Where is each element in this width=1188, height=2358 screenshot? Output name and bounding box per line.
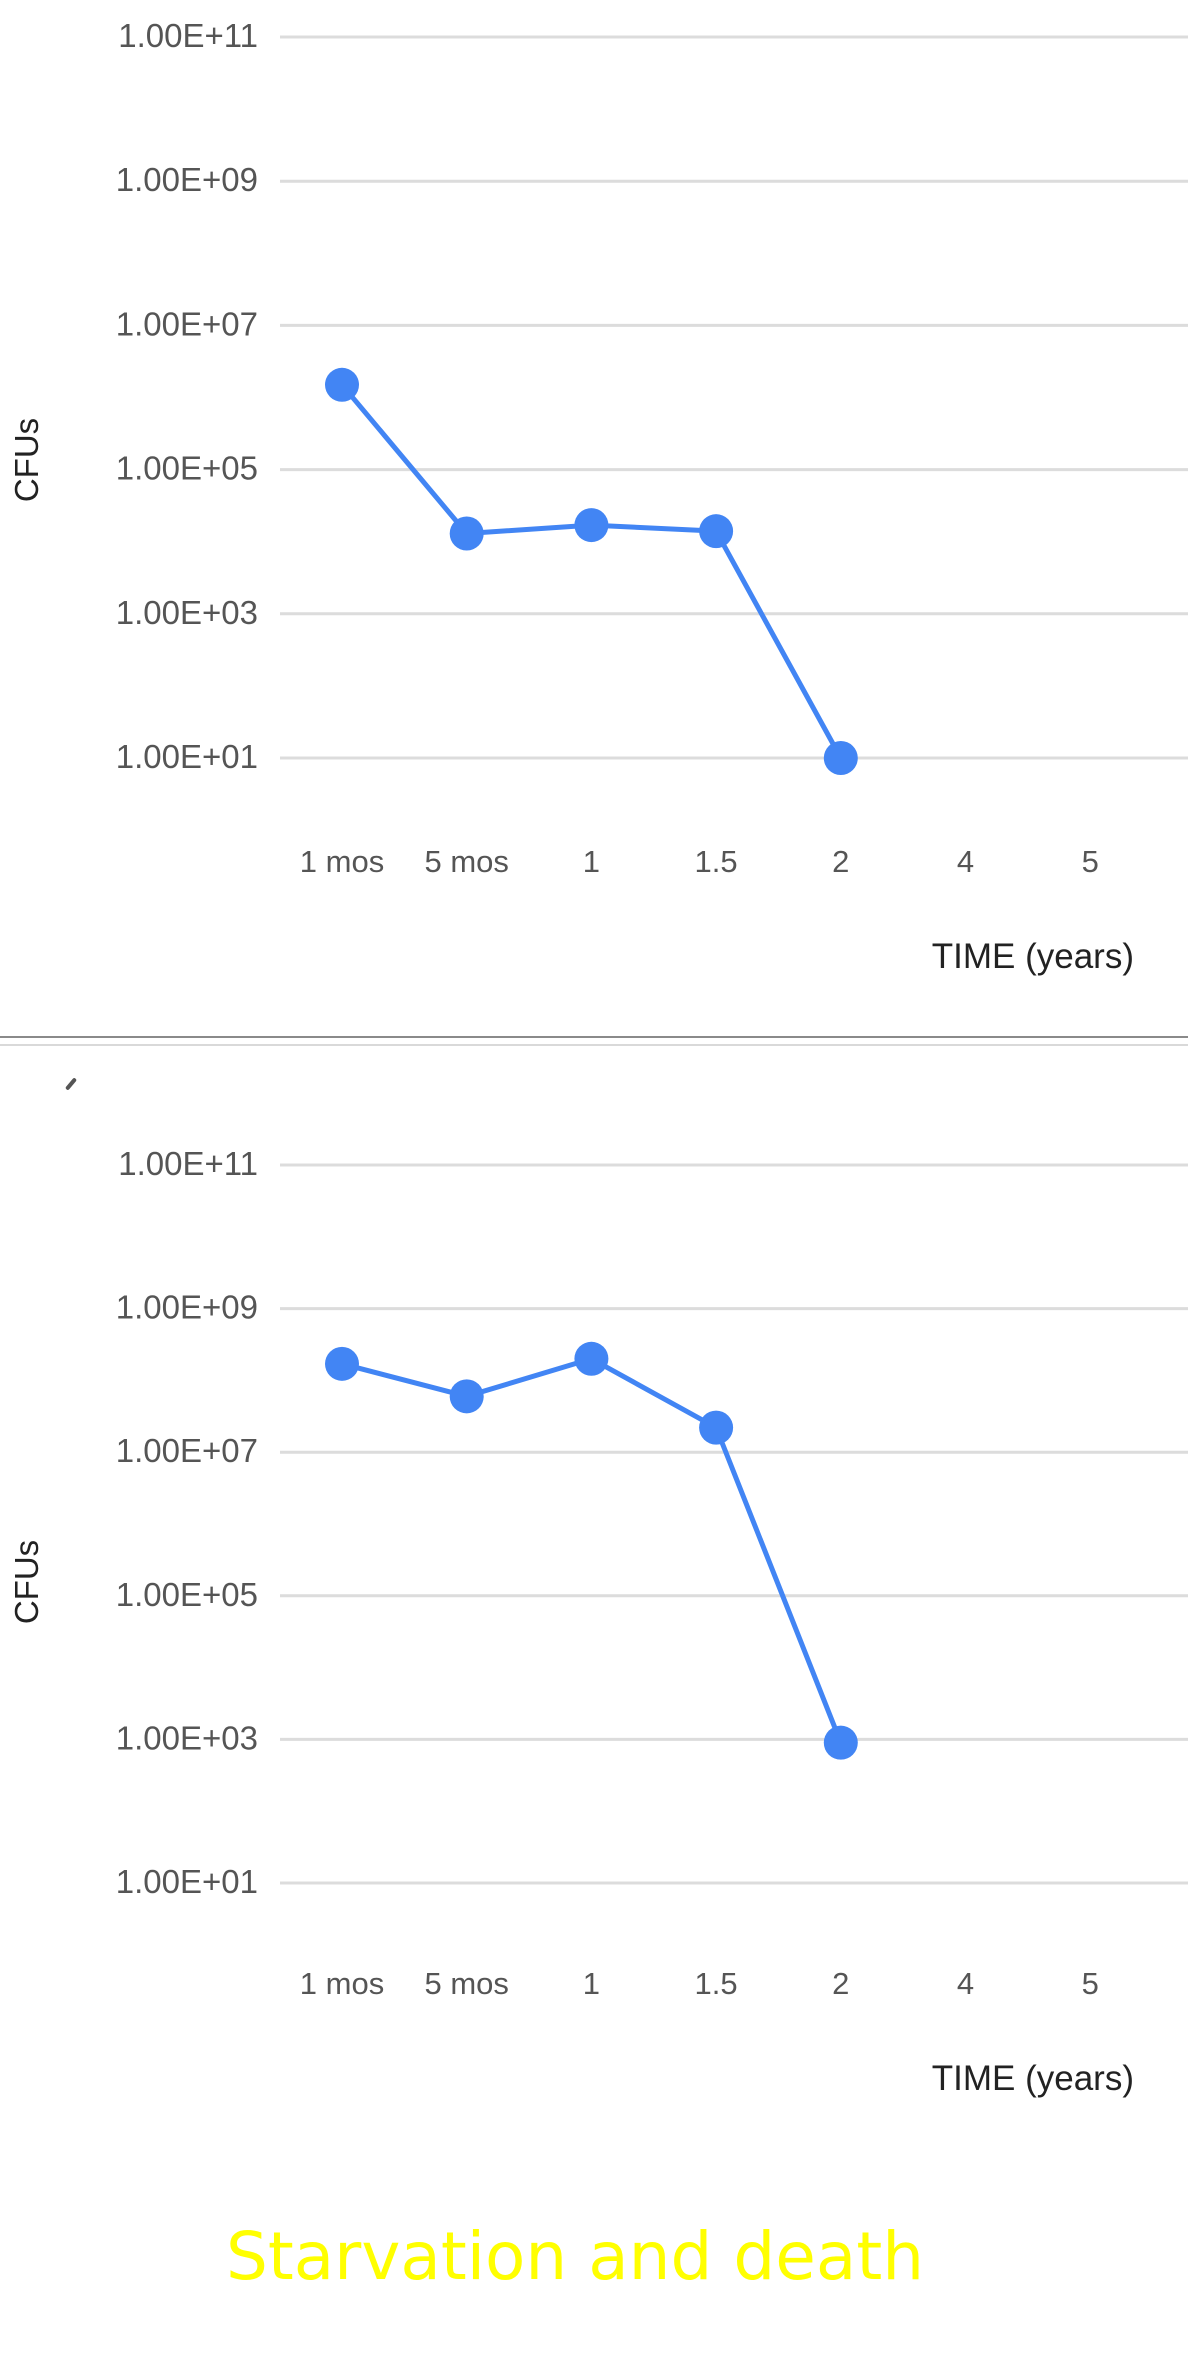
slide-caption: Starvation and death [225,2218,925,2295]
chart-0-y-tick-label: 1.00E+11 [118,17,258,54]
chart-1-series-line [341,1356,844,1744]
chart-panel-1: 1.00E+11 1.00E+09 1.00E+07 1.00E+05 1.00E+03… [0,0,1188,1036]
chart-0-data-point [699,514,734,549]
chart-panel-2: 1.00E+11 1.00E+09 1.00E+07 1.00E+05 1.00E+03… [0,1046,1188,2146]
chart-1-data-point [449,1379,484,1414]
chart-1-x-tick-label: 4 [957,1966,974,2001]
chart-1-y-tick-label: 1.00E+01 [116,1863,258,1900]
chart-1-data-point [699,1410,734,1445]
chart-1-x-tick-label: 5 mos [424,1966,508,2001]
chart-1-x-tick-label: 2 [832,1966,849,2001]
chart-0-y-tick-label: 1.00E+09 [116,161,258,198]
chart-0-x-tick-label: 1 [583,844,600,879]
cfu-chart-2: 1.00E+11 1.00E+09 1.00E+07 1.00E+05 1.00E+03… [8,1145,1188,2098]
chart-1-data-point [823,1725,858,1760]
chart-1-y-axis-title: CFUs [8,1540,45,1624]
chart-0-x-axis-title: TIME (years) [932,937,1134,976]
chart-0-y-tick-label: 1.00E+07 [116,305,258,342]
chart-0-x-tick-label: 5 mos [424,844,508,879]
panel-separator [0,1036,1188,1046]
chart-0-data-point [325,367,359,402]
chart-0-x-tick-label: 4 [957,844,974,879]
cfu-chart-1: 1.00E+11 1.00E+09 1.00E+07 1.00E+05 1.00E+03… [8,17,1188,976]
chart-0-y-tick-label: 1.00E+05 [116,450,258,487]
chart-0-x-tick-label: 2 [832,844,849,879]
chart-1-x-tick-label: 5 [1082,1966,1099,2001]
chart-1-y-tick-label: 1.00E+05 [116,1576,258,1613]
chart-0-y-axis-title: CFUs [8,418,45,502]
chart-1-y-tick-label: 1.00E+07 [116,1432,258,1469]
chart-1-y-tick-label: 1.00E+03 [116,1719,258,1756]
chart-0-y-tick-label: 1.00E+03 [116,594,258,631]
chart-0-series-line [340,383,843,760]
chart-1-data-point [325,1346,359,1381]
chart-1-x-tick-label: 1 [583,1966,600,2001]
chart-1-x-axis-title: TIME (years) [932,2059,1134,2098]
chart-1-y-tick-label: 1.00E+09 [116,1289,258,1326]
chart-0-x-tick-label: 1.5 [695,844,738,879]
chart-1-x-tick-label: 1 mos [300,1966,384,2001]
chart-0-data-point [449,516,484,551]
chart-0-x-tick-label: 1 mos [300,844,384,879]
chart-0-data-point [823,741,858,775]
chart-1-x-tick-label: 1.5 [695,1966,738,2001]
chart-0-x-tick-label: 5 [1082,844,1099,879]
chart-0-data-point [574,508,609,543]
chart-0-y-tick-label: 1.00E+01 [116,738,258,775]
chart-1-data-point [574,1341,609,1376]
chart-1-y-tick-label: 1.00E+11 [118,1145,258,1182]
